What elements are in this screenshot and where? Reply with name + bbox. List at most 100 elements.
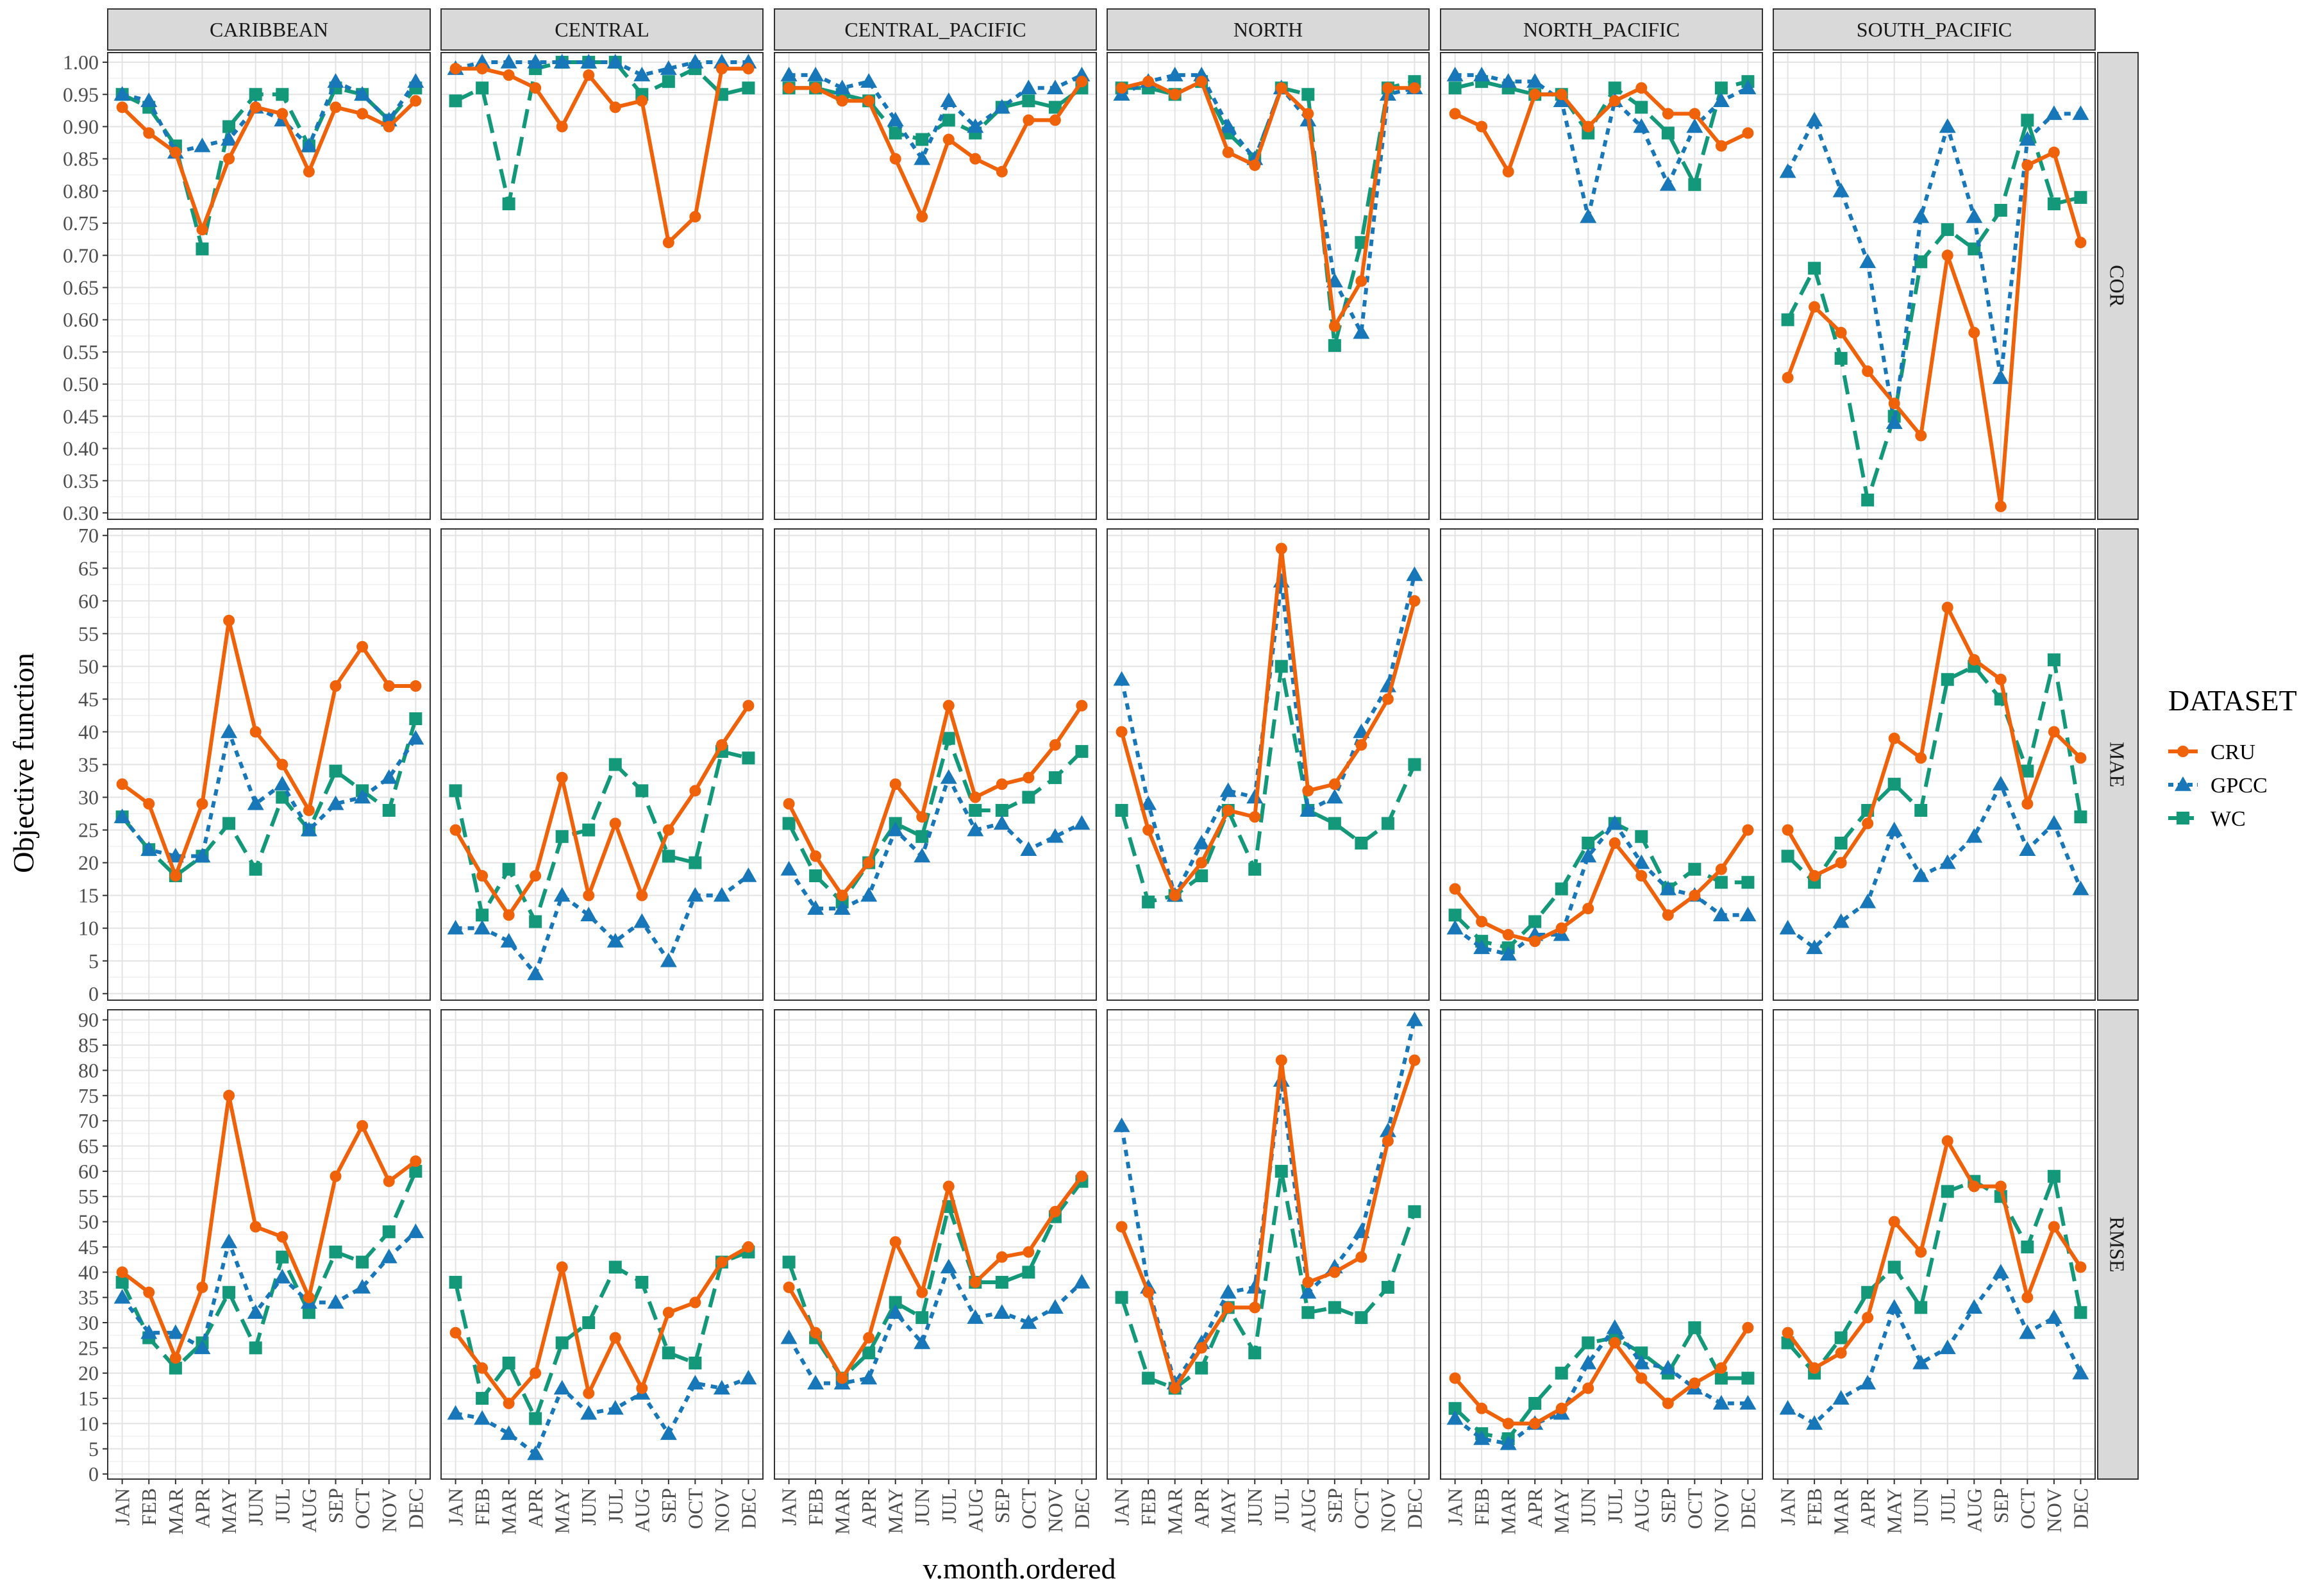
- series-point-mae-central-pacific-gpcc-sep: [993, 815, 1010, 830]
- y-tick-label-rmse-5: 25: [78, 1336, 99, 1359]
- series-point-cor-north-pacific-cru-may: [1555, 88, 1567, 101]
- series-point-mae-central-cru-mar: [503, 909, 515, 921]
- legend-entry-cru: CRU: [2168, 741, 2255, 764]
- y-tick-label-cor-13: 0.95: [63, 83, 99, 106]
- series-point-cor-central-gpcc-aug: [633, 67, 651, 81]
- series-point-cor-south-pacific-wc-nov: [2047, 197, 2061, 210]
- series-point-cor-central-pacific-gpcc-aug: [967, 118, 984, 133]
- series-point-cor-south-pacific-cru-jan: [1782, 372, 1794, 384]
- series-point-mae-north-pacific-gpcc-jun: [1580, 848, 1597, 863]
- series-point-rmse-central-pacific-gpcc-aug: [967, 1309, 984, 1324]
- series-point-rmse-north-pacific-wc-jan: [1448, 1402, 1462, 1415]
- series-point-mae-central-wc-jul: [608, 758, 622, 771]
- series-point-cor-caribbean-wc-may: [222, 120, 236, 133]
- series-point-rmse-north-cru-jul: [1275, 1054, 1287, 1066]
- series-point-rmse-caribbean-cru-nov: [383, 1175, 395, 1187]
- series-point-mae-central-pacific-gpcc-nov: [1046, 828, 1064, 843]
- series-point-mae-north-gpcc-sep: [1326, 789, 1343, 804]
- series-point-rmse-caribbean-cru-aug: [303, 1291, 315, 1303]
- series-point-cor-caribbean-gpcc-aug: [300, 137, 317, 153]
- series-point-rmse-central-cru-dec: [742, 1241, 755, 1253]
- series-point-mae-central-pacific-cru-mar: [836, 889, 848, 901]
- series-point-cor-central-pacific-gpcc-may: [887, 112, 904, 127]
- series-point-cor-south-pacific-cru-sep: [1994, 500, 2007, 512]
- series-point-cor-caribbean-cru-apr: [196, 224, 208, 236]
- series-point-cor-central-pacific-gpcc-oct: [1020, 80, 1037, 94]
- series-point-mae-north-pacific-wc-aug: [1635, 830, 1648, 843]
- x-tick-label-north-pacific-nov: NOV: [1710, 1488, 1733, 1532]
- series-point-rmse-south-pacific-gpcc-aug: [1966, 1299, 1983, 1314]
- column-strip-label-north-pacific: NORTH_PACIFIC: [1523, 18, 1680, 41]
- y-tick-label-cor-1: 0.35: [63, 469, 99, 492]
- series-line-cor-south-pacific-wc: [1785, 118, 2082, 502]
- series-point-cor-central-cru-dec: [742, 63, 755, 75]
- series-point-cor-central-pacific-wc-oct: [1022, 94, 1035, 108]
- series-point-cor-central-wc-mar: [502, 197, 515, 210]
- row-strip-mae: [2097, 528, 2139, 1001]
- series-point-rmse-central-cru-sep: [662, 1307, 674, 1319]
- series-point-cor-central-pacific-wc-nov: [1048, 101, 1062, 114]
- series-point-rmse-north-pacific-gpcc-aug: [1633, 1354, 1650, 1369]
- series-point-cor-central-gpcc-may: [553, 54, 571, 69]
- series-line-cor-south-pacific-gpcc: [1785, 112, 2081, 425]
- series-point-rmse-caribbean-gpcc-jul: [274, 1269, 291, 1284]
- series-point-cor-north-pacific-cru-oct: [1689, 108, 1701, 120]
- y-tick-label-rmse-11: 55: [78, 1185, 99, 1208]
- x-tick-label-south-pacific-may: MAY: [1883, 1488, 1906, 1534]
- series-point-rmse-central-wc-sep: [662, 1346, 675, 1360]
- series-point-rmse-central-pacific-cru-mar: [836, 1372, 848, 1384]
- series-point-mae-caribbean-gpcc-apr: [194, 848, 211, 863]
- x-tick-label-caribbean-nov: NOV: [378, 1488, 401, 1532]
- x-tick-label-north-oct: OCT: [1350, 1488, 1373, 1529]
- series-point-cor-central-cru-mar: [503, 69, 515, 81]
- y-tick-label-rmse-7: 35: [78, 1286, 99, 1309]
- x-tick-label-central-jun: JUN: [577, 1488, 600, 1526]
- panel-border-cor-north-pacific: [1440, 52, 1763, 520]
- series-point-cor-central-pacific-wc-jun: [915, 133, 929, 146]
- series-point-rmse-north-cru-oct: [1355, 1251, 1367, 1263]
- series-point-mae-south-pacific-cru-oct: [2021, 798, 2034, 810]
- series-point-mae-north-pacific-wc-oct: [1688, 862, 1701, 876]
- series-point-mae-south-pacific-cru-mar: [1835, 857, 1847, 869]
- series-point-cor-south-pacific-gpcc-nov: [2045, 105, 2062, 121]
- series-point-mae-south-pacific-gpcc-may: [1885, 821, 1903, 837]
- series-point-mae-central-pacific-gpcc-mar: [833, 900, 851, 915]
- series-point-mae-caribbean-cru-sep: [330, 680, 342, 692]
- series-point-mae-south-pacific-gpcc-dec: [2072, 880, 2089, 896]
- strips-layer: COR CARIBBEAN CENTRAL CENTRAL_PACIFIC NORTH N…: [107, 8, 2139, 1480]
- series-point-mae-north-pacific-gpcc-aug: [1633, 854, 1650, 869]
- series-point-cor-caribbean-wc-jun: [249, 88, 262, 101]
- series-line-cor-caribbean-wc: [121, 86, 417, 251]
- x-tick-label-central-jul: JUL: [604, 1488, 627, 1523]
- series-point-rmse-north-pacific-cru-may: [1555, 1402, 1567, 1414]
- x-tick-label-north-pacific-oct: OCT: [1683, 1488, 1706, 1529]
- series-point-mae-central-cru-apr: [530, 870, 542, 882]
- series-point-cor-central-pacific-cru-jul: [942, 133, 955, 146]
- series-point-mae-caribbean-wc-jun: [249, 862, 262, 876]
- series-point-cor-central-pacific-cru-jun: [916, 211, 928, 223]
- y-tick-label-mae-7: 35: [78, 753, 99, 776]
- series-point-mae-central-cru-oct: [689, 785, 701, 797]
- series-point-rmse-north-gpcc-jun: [1246, 1278, 1264, 1294]
- series-point-mae-south-pacific-wc-oct: [2021, 764, 2034, 778]
- series-point-mae-central-pacific-gpcc-aug: [967, 821, 984, 837]
- series-line-mae-central-cru: [453, 704, 750, 917]
- series-point-mae-north-wc-feb: [1142, 895, 1155, 908]
- series-point-rmse-central-pacific-wc-apr: [862, 1346, 876, 1360]
- series-point-rmse-north-pacific-cru-mar: [1502, 1418, 1514, 1430]
- series-point-mae-south-pacific-gpcc-apr: [1859, 893, 1877, 908]
- series-point-mae-south-pacific-gpcc-aug: [1966, 828, 1983, 843]
- series-point-mae-south-pacific-wc-mar: [1834, 837, 1848, 849]
- series-point-mae-south-pacific-gpcc-jan: [1779, 919, 1796, 935]
- series-point-cor-south-pacific-wc-oct: [2021, 113, 2034, 127]
- x-axis-title: v.month.ordered: [923, 1552, 1116, 1585]
- series-point-rmse-caribbean-cru-dec: [410, 1155, 422, 1167]
- x-tick-label-central-sep: SEP: [657, 1488, 680, 1523]
- series-point-mae-central-cru-jun: [583, 889, 595, 901]
- series-point-cor-north-pacific-gpcc-jun: [1580, 208, 1597, 223]
- series-point-cor-central-pacific-cru-sep: [996, 165, 1008, 178]
- series-point-rmse-caribbean-gpcc-jan: [113, 1289, 131, 1304]
- series-point-rmse-south-pacific-gpcc-mar: [1832, 1390, 1850, 1405]
- series-point-mae-north-pacific-cru-feb: [1476, 916, 1488, 928]
- series-line-mae-central-wc: [453, 749, 749, 924]
